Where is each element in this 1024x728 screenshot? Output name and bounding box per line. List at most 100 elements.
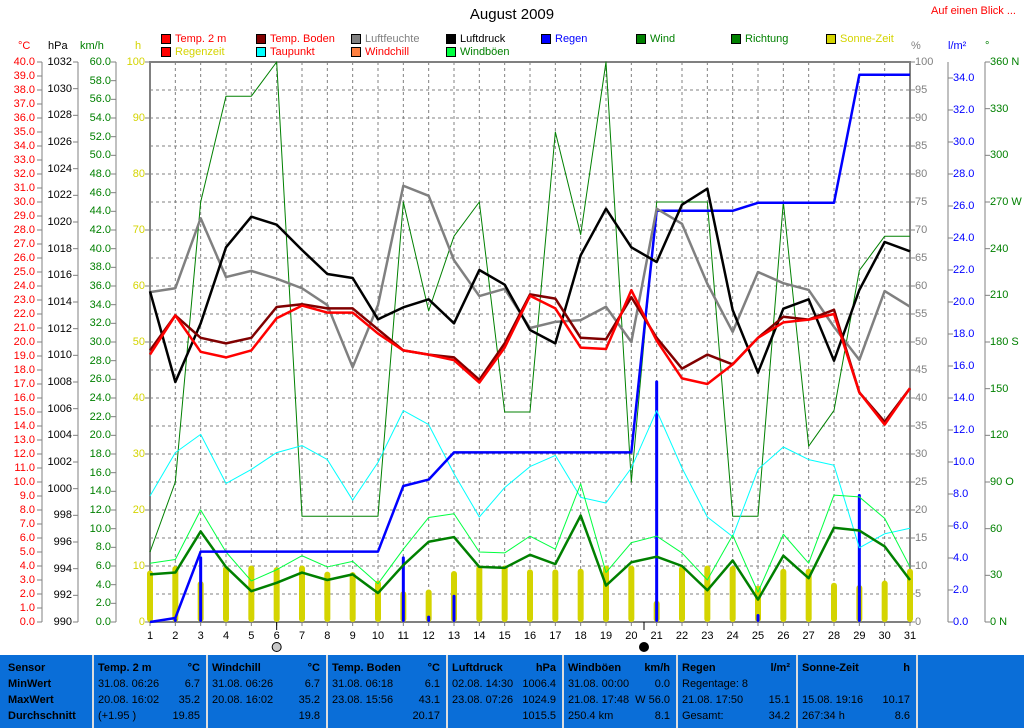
column-unit: l/m² — [770, 662, 790, 674]
legend-item: Regenzeit — [161, 45, 225, 58]
legend-label: Windböen — [460, 45, 510, 58]
axis-tick-label-sun: 10 — [132, 560, 145, 572]
axis-tick-label-wind: 12.0 — [89, 504, 111, 516]
stats-column: Temp. Boden °C 31.08. 06:18 6.1 23.08. 15:56… — [326, 655, 446, 728]
axis-tick-label-sun: 100 — [126, 56, 145, 68]
axis-tick-label-wind: 4.0 — [95, 578, 111, 591]
axis-tick-label-rain: 2.0 — [953, 584, 969, 596]
axis-tick-label-direction: 180 S — [990, 336, 1019, 348]
axis-tick-label-wind: 22.0 — [89, 410, 111, 423]
axis-tick-label-temp: 34.0 — [13, 140, 35, 152]
legend-swatch — [636, 33, 646, 44]
axis-tick-label-rain: 6.0 — [953, 520, 969, 532]
axis-tick-label-humidity: 20 — [915, 504, 928, 516]
stat-value: 6.7 — [304, 678, 320, 690]
axis-tick-label-pressure: 994 — [53, 562, 72, 575]
axis-tick-label-pressure: 996 — [53, 536, 72, 548]
axis-tick-label-humidity: 25 — [915, 476, 928, 488]
bar-sonne-zeit — [324, 571, 331, 622]
axis-unit-pressure: hPa — [48, 40, 68, 52]
axis-unit-wind: km/h — [80, 40, 104, 52]
axis-tick-label-sun: 80 — [132, 168, 145, 180]
axis-tick-label-rain: 14.0 — [953, 392, 975, 404]
axis-tick-label-humidity: 80 — [915, 168, 928, 180]
x-tick-label: 17 — [549, 630, 561, 642]
legend-label: Richtung — [745, 32, 789, 45]
x-tick-label: 25 — [752, 630, 764, 642]
axis-tick-label-humidity: 10 — [915, 560, 928, 572]
x-tick-label: 11 — [398, 630, 409, 642]
bar-sonne-zeit — [907, 568, 913, 622]
axis-tick-label-wind: 2.0 — [95, 597, 111, 610]
bar-regen — [427, 615, 431, 622]
stat-value: 15.1 — [768, 694, 790, 706]
axis-tick-label-humidity: 0 — [915, 616, 922, 628]
axis-tick-label-temp: 30.0 — [13, 196, 35, 208]
axis-tick-label-rain: 18.0 — [953, 328, 975, 340]
axis-tick-label-temp: 31.0 — [13, 182, 35, 194]
axis-tick-label-direction: 120 — [990, 429, 1009, 442]
axis-tick-label-wind: 8.0 — [95, 541, 111, 554]
axis-tick-label-pressure: 1012 — [47, 322, 72, 335]
axis-tick-label-wind: 48.0 — [89, 168, 111, 180]
axis-tick-label-humidity: 50 — [915, 336, 928, 348]
axis-tick-label-temp: 24.0 — [13, 280, 35, 292]
axis-tick-label-pressure: 1000 — [47, 482, 72, 495]
axis-tick-label-wind: 18.0 — [89, 448, 111, 460]
axis-tick-label-rain: 28.0 — [953, 168, 975, 180]
stat-date: Gesamt: — [682, 710, 724, 722]
axis-tick-label-temp: 26.0 — [13, 252, 35, 264]
axis-tick-label-wind: 34.0 — [89, 298, 111, 311]
legend-item: Luftdruck — [446, 32, 505, 45]
axis-tick-label-temp: 22.0 — [13, 308, 35, 320]
axis-tick-label-temp: 17.0 — [13, 378, 35, 390]
axis-tick-label-direction: 210 — [990, 289, 1009, 302]
axis-tick-label-temp: 3.0 — [19, 574, 35, 586]
axis-tick-label-temp: 32.0 — [13, 168, 35, 180]
axis-tick-label-humidity: 5 — [915, 588, 922, 600]
x-tick-label: 21 — [651, 630, 663, 642]
axis-tick-label-humidity: 65 — [915, 252, 928, 264]
axis-tick-label-temp: 28.0 — [13, 224, 35, 236]
stat-value: 20.17 — [412, 710, 440, 722]
axis-tick-label-temp: 8.0 — [19, 504, 35, 516]
axis-tick-label-temp: 27.0 — [13, 238, 35, 250]
legend-label: Sonne-Zeit — [840, 32, 894, 45]
bar-sonne-zeit — [628, 565, 635, 622]
axis-tick-label-temp: 33.0 — [13, 154, 35, 166]
axis-tick-label-direction: 90 O — [990, 476, 1014, 488]
axis-tick-label-wind: 26.0 — [89, 373, 111, 386]
at-a-glance-link[interactable]: Auf einen Blick ... — [931, 5, 1016, 17]
bar-regen — [655, 380, 659, 622]
column-unit: °C — [187, 662, 200, 674]
stat-date: 15.08. 19:16 — [802, 694, 864, 706]
axis-tick-label-wind: 56.0 — [89, 93, 111, 106]
stats-column: Windchill °C 31.08. 06:26 6.7 20.08. 16:02 35… — [206, 655, 326, 728]
axis-tick-label-humidity: 30 — [915, 448, 928, 460]
series-line-regen — [149, 73, 910, 624]
axis-tick-label-temp: 29.0 — [13, 210, 35, 222]
bar-sonne-zeit — [679, 566, 685, 622]
bar-regen — [199, 556, 203, 622]
axis-tick-label-wind: 0.0 — [95, 616, 111, 628]
column-unit: °C — [307, 662, 320, 674]
legend-item: Temp. Boden — [256, 32, 335, 45]
legend-swatch — [541, 33, 551, 44]
axis-unit-rain: l/m² — [948, 40, 967, 52]
axis-tick-label-temp: 13.0 — [13, 434, 35, 446]
axis-tick-label-pressure: 992 — [53, 589, 72, 602]
bar-sonne-zeit — [349, 572, 356, 622]
stat-date: (+1.95 ) — [98, 710, 137, 722]
axis-tick-label-direction: 0 N — [990, 616, 1008, 628]
axis-tick-label-temp: 15.0 — [13, 406, 35, 418]
x-tick-label: 24 — [727, 630, 739, 642]
axis-tick-label-temp: 36.0 — [13, 112, 35, 124]
legend-swatch — [351, 33, 361, 44]
axis-tick-label-humidity: 95 — [915, 84, 928, 96]
axis-tick-label-pressure: 1016 — [47, 269, 72, 282]
row-label: Durchschnitt — [8, 710, 76, 722]
bar-regen — [452, 594, 456, 622]
x-tick-label: 20 — [625, 630, 637, 642]
axis-tick-label-temp: 7.0 — [19, 518, 35, 530]
bar-sonne-zeit — [577, 568, 584, 622]
